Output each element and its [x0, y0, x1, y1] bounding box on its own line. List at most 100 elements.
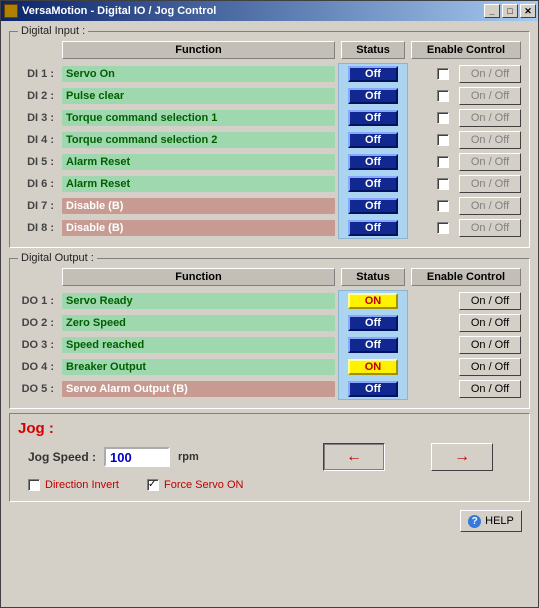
maximize-button[interactable]: □ [502, 4, 518, 18]
jog-title: Jog : [18, 420, 521, 437]
di-enable-cell: On / Off [411, 197, 521, 215]
di-enable-checkbox[interactable] [437, 112, 449, 124]
di-row-id: DI 5 : [18, 156, 56, 168]
di-status-cell: Off [341, 132, 405, 148]
di-row-id: DI 8 : [18, 222, 56, 234]
do-status-indicator: Off [348, 315, 398, 331]
jog-speed-label: Jog Speed : [28, 450, 96, 464]
do-row: DO 1 : Servo Ready ON On / Off [18, 290, 521, 312]
di-enable-cell: On / Off [411, 175, 521, 193]
do-enable-cell: On / Off [411, 358, 521, 376]
di-enable-checkbox[interactable] [437, 200, 449, 212]
do-enable-cell: On / Off [411, 336, 521, 354]
main-window: VersaMotion - Digital IO / Jog Control _… [0, 0, 539, 608]
di-header-status: Status [341, 41, 405, 59]
do-onoff-button[interactable]: On / Off [459, 292, 521, 310]
jog-unit-label: rpm [178, 451, 199, 463]
di-function-bar: Disable (B) [62, 220, 335, 236]
di-row: DI 5 : Alarm Reset Off On / Off [18, 151, 521, 173]
di-enable-checkbox[interactable] [437, 156, 449, 168]
do-status-indicator: Off [348, 337, 398, 353]
app-icon [4, 4, 18, 18]
di-status-cell: Off [341, 110, 405, 126]
do-enable-cell: On / Off [411, 292, 521, 310]
do-status-cell: ON [341, 293, 405, 309]
di-enable-cell: On / Off [411, 131, 521, 149]
minimize-button[interactable]: _ [484, 4, 500, 18]
di-status-indicator: Off [348, 110, 398, 126]
di-row: DI 7 :Disable (B)OffOn / Off [18, 195, 521, 217]
help-button[interactable]: ? HELP [460, 510, 522, 532]
do-row-id: DO 1 : [18, 295, 56, 307]
di-row: DI 2 : Pulse clear Off On / Off [18, 85, 521, 107]
di-onoff-button[interactable]: On / Off [459, 197, 521, 215]
di-enable-cell: On / Off [411, 219, 521, 237]
digital-input-group: Digital Input : Function Status Enable C… [9, 25, 530, 248]
di-onoff-button[interactable]: On / Off [459, 87, 521, 105]
di-onoff-button[interactable]: On / Off [459, 65, 521, 83]
do-function-bar: Speed reached [62, 337, 335, 353]
di-onoff-button[interactable]: On / Off [459, 131, 521, 149]
di-onoff-button[interactable]: On / Off [459, 153, 521, 171]
di-status-indicator: Off [348, 176, 398, 192]
do-function-bar: Servo Ready [62, 293, 335, 309]
do-function-bar: Breaker Output [62, 359, 335, 375]
jog-speed-input[interactable] [104, 447, 170, 467]
di-row: DI 4 :Torque command selection 2OffOn / … [18, 129, 521, 151]
di-enable-cell: On / Off [411, 153, 521, 171]
di-function-bar: Disable (B) [62, 198, 335, 214]
do-onoff-button[interactable]: On / Off [459, 358, 521, 376]
help-label: HELP [485, 515, 514, 527]
digital-output-group: Digital Output : Function Status Enable … [9, 252, 530, 409]
help-icon: ? [468, 515, 481, 528]
di-function-bar: Pulse clear [62, 88, 335, 104]
di-header-function: Function [62, 41, 335, 59]
di-onoff-button[interactable]: On / Off [459, 109, 521, 127]
do-row-id: DO 2 : [18, 317, 56, 329]
di-status-indicator: Off [348, 66, 398, 82]
do-header-function: Function [62, 268, 335, 286]
di-function-bar: Alarm Reset [62, 176, 335, 192]
do-row-id: DO 5 : [18, 383, 56, 395]
di-enable-checkbox[interactable] [437, 178, 449, 190]
di-status-indicator: Off [348, 220, 398, 236]
do-onoff-button[interactable]: On / Off [459, 336, 521, 354]
close-button[interactable]: ✕ [520, 4, 536, 18]
do-onoff-button[interactable]: On / Off [459, 380, 521, 398]
di-enable-checkbox[interactable] [437, 90, 449, 102]
jog-left-button[interactable]: ← [323, 443, 385, 471]
di-function-bar: Alarm Reset [62, 154, 335, 170]
di-status-cell: Off [341, 176, 405, 192]
do-status-cell: ON [341, 359, 405, 375]
do-status-indicator: Off [348, 381, 398, 397]
jog-right-button[interactable]: → [431, 443, 493, 471]
di-row: DI 6 : Alarm Reset Off On / Off [18, 173, 521, 195]
di-function-bar: Servo On [62, 66, 335, 82]
do-row: DO 3 :Speed reachedOffOn / Off [18, 334, 521, 356]
di-onoff-button[interactable]: On / Off [459, 175, 521, 193]
do-status-cell: Off [341, 381, 405, 397]
di-enable-checkbox[interactable] [437, 222, 449, 234]
force-servo-checkbox[interactable] [147, 479, 159, 491]
di-row-id: DI 2 : [18, 90, 56, 102]
arrow-right-icon: → [454, 448, 470, 466]
do-row-id: DO 4 : [18, 361, 56, 373]
direction-invert-checkbox[interactable] [28, 479, 40, 491]
do-function-bar: Zero Speed [62, 315, 335, 331]
di-row-id: DI 3 : [18, 112, 56, 124]
di-enable-checkbox[interactable] [437, 68, 449, 80]
di-enable-cell: On / Off [411, 65, 521, 83]
di-row: DI 3 : Torque command selection 1 Off On / … [18, 107, 521, 129]
jog-group: Jog : Jog Speed : rpm ← → Direction Inve… [9, 413, 530, 502]
di-row-id: DI 1 : [18, 68, 56, 80]
di-row-id: DI 6 : [18, 178, 56, 190]
di-status-cell: Off [341, 88, 405, 104]
di-enable-checkbox[interactable] [437, 134, 449, 146]
di-function-bar: Torque command selection 1 [62, 110, 335, 126]
di-row: DI 1 : Servo On Off On / Off [18, 63, 521, 85]
di-enable-cell: On / Off [411, 109, 521, 127]
titlebar: VersaMotion - Digital IO / Jog Control _… [1, 1, 538, 21]
di-onoff-button[interactable]: On / Off [459, 219, 521, 237]
do-onoff-button[interactable]: On / Off [459, 314, 521, 332]
di-status-indicator: Off [348, 154, 398, 170]
